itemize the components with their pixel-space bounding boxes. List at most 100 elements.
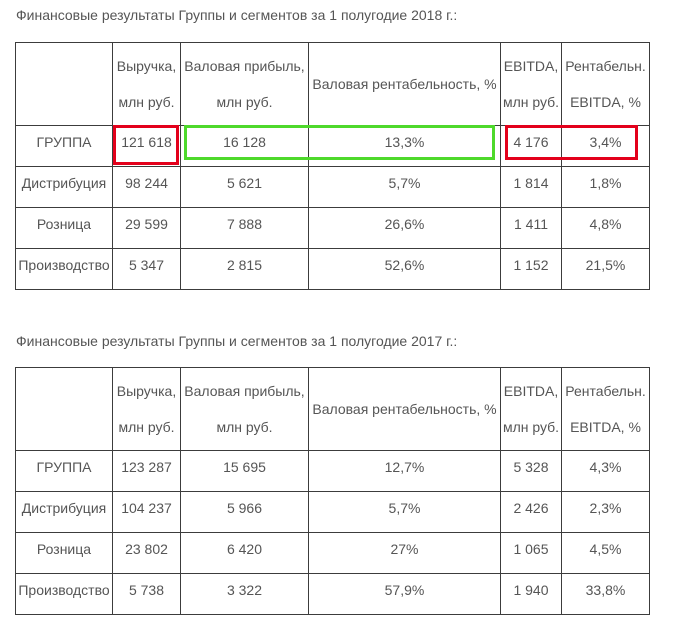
cell-text: 27% xyxy=(390,541,419,557)
table-row: Розница 29 599 7 888 26,6% 1 411 4,8% xyxy=(15,207,650,249)
gross-margin-header: Валовая рентабельность, % xyxy=(308,42,501,126)
revenue-header: Выручка, млн руб. xyxy=(112,42,181,126)
cell-text: 123 287 xyxy=(121,459,172,475)
header-line-2: EBITDA, % xyxy=(570,419,641,435)
financial-results-2018-table: Выручка, млн руб. Валовая прибыль, млн р… xyxy=(15,42,650,290)
table-row: Производство 5 738 3 322 57,9% 1 940 33,… xyxy=(15,573,650,615)
table-row: Дистрибуция 98 244 5 621 5,7% 1 814 1,8% xyxy=(15,166,650,208)
cell-text: Розница xyxy=(36,541,92,557)
ebitda-cell: 2 426 xyxy=(500,491,562,533)
cell-text: 2 815 xyxy=(226,257,263,273)
gross-profit-cell: 2 815 xyxy=(180,248,309,290)
header-line-2: млн руб. xyxy=(216,419,273,435)
header-line-1: Рентабельн. xyxy=(565,383,646,399)
header-row: Выручка, млн руб. Валовая прибыль, млн р… xyxy=(15,367,650,451)
revenue-cell: 123 287 xyxy=(112,450,181,492)
segment-cell: ГРУППА xyxy=(15,450,113,492)
cell-text: 21,5% xyxy=(585,257,626,273)
cell-text: 1,8% xyxy=(589,175,622,191)
header-line-1: Валовая прибыль, xyxy=(184,383,305,399)
cell-text: 1 940 xyxy=(513,582,549,598)
cell-text: 5 966 xyxy=(226,500,263,516)
revenue-cell: 121 618 xyxy=(112,125,181,167)
header-line-1: Выручка, xyxy=(116,58,177,74)
gross-profit-cell: 7 888 xyxy=(180,207,309,249)
cell-text: 1 411 xyxy=(514,216,548,232)
segment-header-cell xyxy=(15,367,113,451)
gross-profit-cell: 5 966 xyxy=(180,491,309,533)
table-row: Розница 23 802 6 420 27% 1 065 4,5% xyxy=(15,532,650,574)
table-row: ГРУППА 121 618 16 128 13,3% 4 176 3,4% xyxy=(15,125,650,167)
table-row: Дистрибуция 104 237 5 966 5,7% 2 426 2,3… xyxy=(15,491,650,533)
ebitda-cell: 1 814 xyxy=(500,166,562,208)
revenue-highlight-box xyxy=(113,125,179,165)
table-row: ГРУППА 123 287 15 695 12,7% 5 328 4,3% xyxy=(15,450,650,492)
cell-text: 5 738 xyxy=(128,582,165,598)
ebitda-cell: 1 065 xyxy=(500,532,562,574)
ebitda-highlight-box xyxy=(505,125,638,160)
segment-header-cell xyxy=(15,42,113,126)
cell-text: 4 176 xyxy=(513,134,549,150)
cell-text: 13,3% xyxy=(384,134,425,150)
cell-text: 1 065 xyxy=(513,541,549,557)
cell-text: 2,3% xyxy=(589,500,622,516)
ebitda-margin-cell: 2,3% xyxy=(561,491,650,533)
cell-text: 5,7% xyxy=(388,175,421,191)
segment-cell: Производство xyxy=(15,573,113,615)
ebitda-margin-cell: 33,8% xyxy=(561,573,650,615)
cell-text: Производство xyxy=(18,582,110,598)
cell-text: 2 426 xyxy=(513,500,549,516)
cell-text: 12,7% xyxy=(384,459,425,475)
gross-profit-highlight-box xyxy=(184,125,495,160)
cell-text: 57,9% xyxy=(384,582,425,598)
header-line-2: млн руб. xyxy=(502,94,560,110)
cell-text: 4,3% xyxy=(589,459,622,475)
cell-text: 15 695 xyxy=(223,459,266,475)
cell-text: 6 420 xyxy=(226,541,263,557)
cell-text: ГРУППА xyxy=(36,134,92,150)
ebitda-header: EBITDA, млн руб. xyxy=(500,367,562,451)
cell-text: ГРУППА xyxy=(36,459,92,475)
cell-text: 5 347 xyxy=(128,257,165,273)
cell-text: Производство xyxy=(18,257,110,273)
gross-profit-cell: 5 621 xyxy=(180,166,309,208)
header-line-2: млн руб. xyxy=(502,419,560,435)
header-line-1: EBITDA, xyxy=(503,383,559,399)
ebitda-margin-cell: 4,8% xyxy=(561,207,650,249)
ebitda-cell: 5 328 xyxy=(500,450,562,492)
table-2018-caption: Финансовые результаты Группы и сегментов… xyxy=(16,7,458,23)
gross-margin-cell: 5,7% xyxy=(308,166,501,208)
ebitda-margin-cell: 1,8% xyxy=(561,166,650,208)
revenue-cell: 5 738 xyxy=(112,573,181,615)
cell-text: 29 599 xyxy=(125,216,168,232)
ebitda-header: EBITDA, млн руб. xyxy=(500,42,562,126)
cell-text: 1 814 xyxy=(513,175,549,191)
cell-text: 1 152 xyxy=(513,257,549,273)
financial-results-2017-table: Выручка, млн руб. Валовая прибыль, млн р… xyxy=(15,367,650,615)
header-label: Валовая рентабельность, % xyxy=(312,76,497,92)
revenue-cell: 23 802 xyxy=(112,532,181,574)
gross-margin-header: Валовая рентабельность, % xyxy=(308,367,501,451)
gross-profit-header: Валовая прибыль, млн руб. xyxy=(180,367,309,451)
cell-text: Дистрибуция xyxy=(21,500,107,516)
ebitda-cell: 1 940 xyxy=(500,573,562,615)
header-line-1: EBITDA, xyxy=(503,58,559,74)
gross-margin-cell: 57,9% xyxy=(308,573,501,615)
header-line-2: EBITDA, % xyxy=(570,94,641,110)
revenue-header: Выручка, млн руб. xyxy=(112,367,181,451)
revenue-cell: 29 599 xyxy=(112,207,181,249)
header-line-1: Рентабельн. xyxy=(565,58,646,74)
ebitda-cell: 1 152 xyxy=(500,248,562,290)
gross-margin-cell: 12,7% xyxy=(308,450,501,492)
gross-margin-cell: 26,6% xyxy=(308,207,501,249)
cell-text: 98 244 xyxy=(125,175,168,191)
cell-text: 3,4% xyxy=(589,134,622,150)
cell-text: 7 888 xyxy=(226,216,263,232)
header-line-1: Выручка, xyxy=(116,383,177,399)
cell-text: 26,6% xyxy=(384,216,425,232)
header-line-1: Валовая прибыль, xyxy=(184,58,305,74)
revenue-cell: 104 237 xyxy=(112,491,181,533)
ebitda-margin-header: Рентабельн. EBITDA, % xyxy=(561,42,650,126)
ebitda-margin-header: Рентабельн. EBITDA, % xyxy=(561,367,650,451)
header-line-2: млн руб. xyxy=(216,94,273,110)
